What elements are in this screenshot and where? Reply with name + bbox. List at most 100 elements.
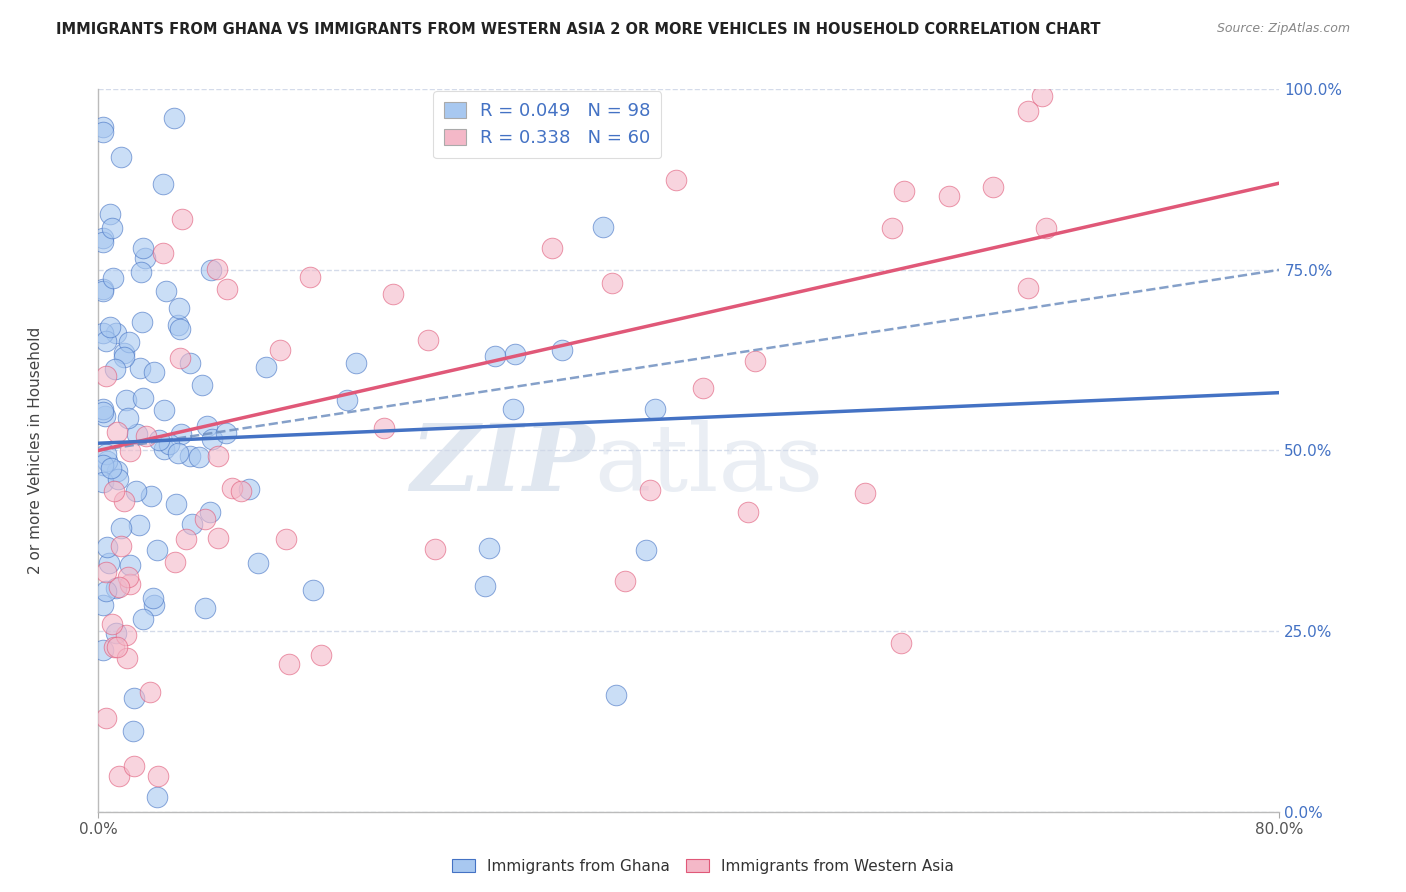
Point bbox=[179, 357, 201, 371]
Point bbox=[98, 556, 121, 570]
Point bbox=[269, 343, 291, 357]
Point bbox=[205, 261, 228, 276]
Point bbox=[302, 582, 325, 597]
Point bbox=[188, 450, 211, 464]
Point bbox=[94, 565, 117, 579]
Point bbox=[96, 583, 118, 598]
Point bbox=[169, 351, 191, 366]
Point bbox=[112, 494, 135, 508]
Point bbox=[125, 483, 148, 498]
Point bbox=[221, 481, 243, 495]
Point bbox=[104, 362, 127, 376]
Point bbox=[423, 542, 446, 557]
Point bbox=[503, 347, 526, 361]
Point bbox=[174, 532, 197, 546]
Text: ZIP: ZIP bbox=[411, 420, 595, 510]
Legend: R = 0.049   N = 98, R = 0.338   N = 60: R = 0.049 N = 98, R = 0.338 N = 60 bbox=[433, 91, 661, 158]
Point bbox=[100, 460, 122, 475]
Point bbox=[541, 242, 564, 256]
Point bbox=[146, 769, 169, 783]
Point bbox=[692, 380, 714, 394]
Point bbox=[148, 433, 170, 447]
Point bbox=[110, 521, 132, 535]
Point bbox=[118, 335, 141, 350]
Point bbox=[207, 449, 229, 463]
Point bbox=[229, 484, 252, 499]
Point bbox=[118, 443, 141, 458]
Point bbox=[893, 184, 915, 198]
Text: Source: ZipAtlas.com: Source: ZipAtlas.com bbox=[1216, 22, 1350, 36]
Point bbox=[167, 318, 190, 333]
Point bbox=[105, 626, 128, 640]
Point bbox=[98, 320, 121, 334]
Point bbox=[101, 617, 124, 632]
Point bbox=[91, 599, 114, 613]
Point bbox=[190, 377, 212, 392]
Point bbox=[91, 125, 114, 139]
Point bbox=[127, 427, 149, 442]
Point bbox=[96, 454, 118, 468]
Point bbox=[105, 640, 128, 654]
Text: atlas: atlas bbox=[595, 420, 824, 510]
Point bbox=[634, 542, 657, 557]
Point bbox=[737, 505, 759, 519]
Point bbox=[152, 177, 174, 191]
Point bbox=[105, 425, 128, 440]
Point bbox=[373, 421, 395, 435]
Point bbox=[153, 442, 176, 456]
Point bbox=[103, 640, 125, 654]
Point bbox=[155, 284, 177, 298]
Point bbox=[94, 409, 117, 423]
Point bbox=[744, 353, 766, 368]
Point bbox=[163, 111, 186, 125]
Point bbox=[238, 483, 260, 497]
Point bbox=[551, 343, 574, 357]
Point bbox=[170, 427, 193, 442]
Point bbox=[128, 360, 150, 375]
Point bbox=[114, 627, 136, 641]
Point bbox=[134, 252, 156, 266]
Point bbox=[91, 458, 114, 472]
Point bbox=[194, 600, 217, 615]
Point bbox=[207, 531, 229, 545]
Point bbox=[215, 426, 238, 441]
Point bbox=[200, 263, 222, 277]
Point bbox=[122, 759, 145, 773]
Point bbox=[132, 391, 155, 405]
Point bbox=[200, 432, 222, 446]
Point bbox=[91, 326, 114, 340]
Y-axis label: 2 or more Vehicles in Household: 2 or more Vehicles in Household bbox=[28, 326, 42, 574]
Point bbox=[91, 405, 114, 419]
Point bbox=[276, 532, 298, 546]
Point bbox=[103, 483, 125, 498]
Point bbox=[938, 189, 960, 203]
Point bbox=[1018, 103, 1040, 118]
Point bbox=[91, 475, 114, 489]
Point bbox=[613, 574, 636, 588]
Point bbox=[117, 570, 139, 584]
Point bbox=[1035, 221, 1057, 235]
Point bbox=[112, 350, 135, 364]
Point bbox=[143, 365, 166, 379]
Point bbox=[101, 271, 124, 285]
Point bbox=[139, 489, 162, 503]
Point bbox=[195, 419, 218, 434]
Point bbox=[484, 349, 506, 363]
Point bbox=[600, 276, 623, 290]
Point bbox=[91, 642, 114, 657]
Point bbox=[131, 315, 153, 329]
Point bbox=[132, 241, 155, 255]
Point bbox=[91, 284, 114, 298]
Point bbox=[115, 393, 138, 408]
Point bbox=[118, 558, 141, 572]
Point bbox=[152, 246, 174, 260]
Point bbox=[107, 580, 129, 594]
Point bbox=[91, 120, 114, 134]
Point bbox=[114, 346, 136, 360]
Point bbox=[605, 688, 627, 702]
Point bbox=[194, 512, 217, 526]
Point bbox=[640, 483, 662, 498]
Point bbox=[91, 282, 114, 296]
Point bbox=[278, 657, 301, 671]
Point bbox=[145, 543, 167, 558]
